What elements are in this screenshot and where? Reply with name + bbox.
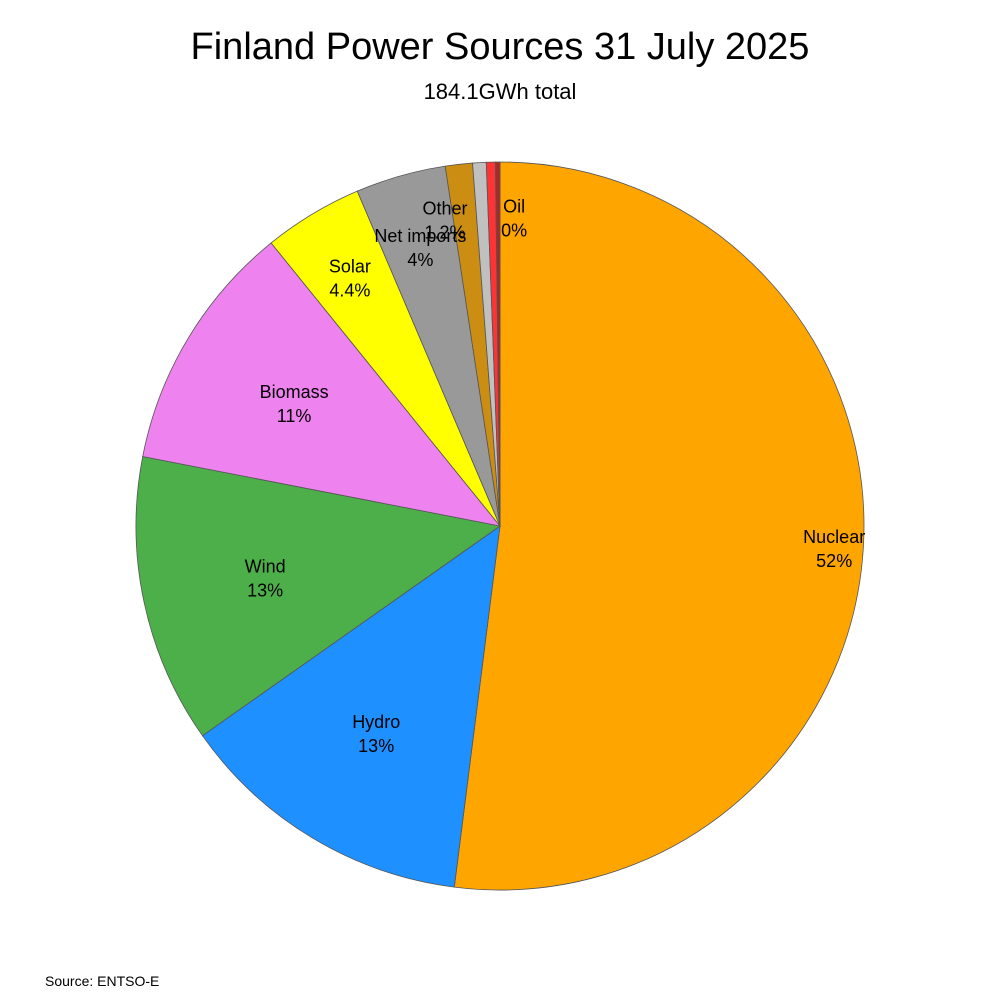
slice-name: Hydro [352,712,400,732]
slice-name: Solar [329,257,371,277]
slice-name: Other [422,199,467,219]
slice-name: Wind [245,556,286,576]
slice-name: Nuclear [803,527,865,547]
slice-percent: 13% [358,736,394,756]
pie-slice-wind [135,456,501,737]
pie-label-solar: Solar 4.4% [329,257,371,301]
pie-label-oil: Oil 0% [501,197,527,241]
pie-label-biomass: Biomass 11% [260,382,329,426]
slice-percent: 13% [247,580,283,600]
slice-percent: 4% [407,250,433,270]
pie-slice-hydro [201,525,501,888]
pie-label-hydro: Hydro 13% [352,712,400,756]
slice-percent: 1.2% [424,223,465,243]
pie-label-other: Other 1.2% [422,199,467,243]
chart-subtitle: 184.1GWh total [423,79,577,104]
slice-percent: 52% [816,551,852,571]
pie-label-net-imports: Net imports 4% [374,226,466,270]
slice-name: Oil [503,197,525,217]
slice-percent: 0% [501,221,527,241]
slice-name: Net imports [374,226,466,246]
pie-slice-biomass [142,242,502,527]
source-note: Source: ENTSO-E [45,973,160,989]
slice-percent: 4.4% [329,281,370,301]
pie-label-wind: Wind 13% [245,556,286,600]
pie-slice-oil [495,161,501,527]
pie-label-nuclear: Nuclear 52% [803,527,865,571]
pie-slices [135,161,865,891]
pie-labels: Nuclear 52% Hydro 13% Wind 13% Biomass 11% Solar… [245,197,866,756]
slice-name: Biomass [260,382,329,402]
pie-slice-nuclear [453,161,865,891]
chart-title: Finland Power Sources 31 July 2025 [190,26,810,68]
slice-percent: 11% [277,406,312,426]
